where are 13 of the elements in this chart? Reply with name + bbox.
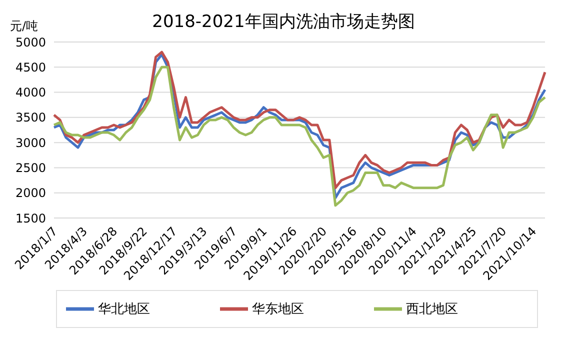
chart-title: 2018-2021年国内洗油市场走势图	[152, 12, 415, 32]
y-tick-label: 5000	[15, 35, 46, 50]
y-tick-label: 2000	[15, 186, 46, 200]
y-tick-label: 3500	[15, 110, 46, 125]
y-tick-label: 2500	[15, 160, 46, 175]
legend-label: 华东地区	[252, 302, 304, 317]
legend-label: 华北地区	[98, 302, 150, 317]
y-tick-label: 1500	[15, 211, 46, 226]
y-tick-label: 3000	[15, 136, 46, 150]
y-tick-label: 4000	[15, 86, 46, 100]
y-axis-title: 元/吨	[10, 18, 38, 35]
y-tick-label: 4500	[15, 60, 46, 74]
legend-label: 西北地区	[406, 302, 458, 317]
